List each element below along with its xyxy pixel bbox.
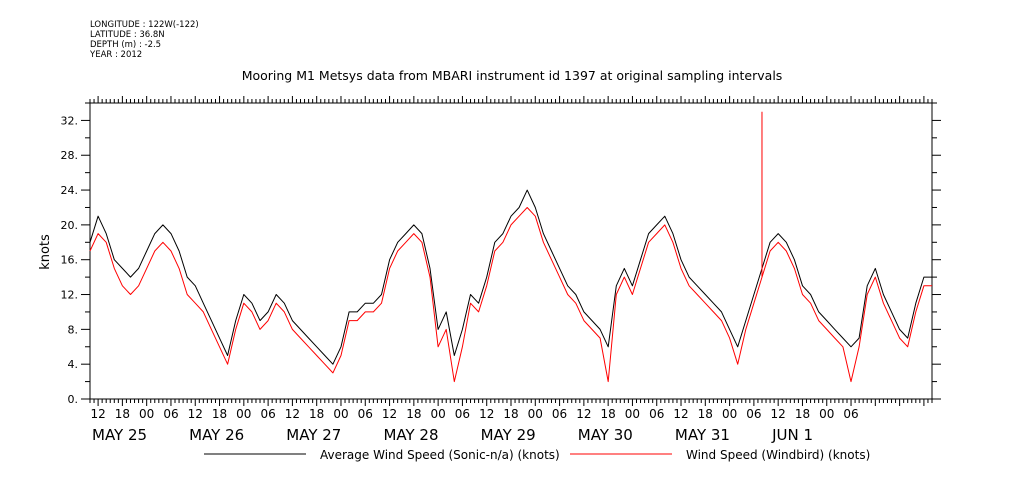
legend: Average Wind Speed (Sonic-n/a) (knots) W…: [204, 448, 870, 462]
longitude-label: LONGITUDE : 122W(-122): [90, 20, 199, 30]
x-day-label: MAY 30: [578, 426, 633, 444]
plot-frame: [89, 102, 933, 400]
y-tick-label: 28.: [61, 149, 79, 162]
y-tick-label: 16.: [61, 254, 79, 267]
x-tick-label: 12: [90, 407, 105, 421]
x-tick-label: 18: [115, 407, 130, 421]
legend-label-sonic: Average Wind Speed (Sonic-n/a) (knots): [320, 448, 560, 462]
x-day-label: MAY 27: [286, 426, 341, 444]
latitude-label: LATITUDE : 36.8N: [90, 30, 165, 40]
legend-label-windbird: Wind Speed (Windbird) (knots): [686, 448, 870, 462]
axis-ticks: 12 18 00 06 12 18 00 06 12 18 00 06 12 18 00 06 12 18 00 06…: [61, 96, 941, 444]
x-day-label: MAY 28: [383, 426, 438, 444]
x-tick-label: 06: [649, 407, 664, 421]
x-tick-label: 12: [479, 407, 494, 421]
x-day-label: MAY 31: [675, 426, 730, 444]
x-tick-label: 06: [455, 407, 470, 421]
station-metadata: LONGITUDE : 122W(-122) LATITUDE : 36.8N …: [90, 20, 199, 60]
x-tick-label: 00: [139, 407, 154, 421]
x-tick-label: 00: [722, 407, 737, 421]
x-tick-label: 12: [188, 407, 203, 421]
x-tick-label: 00: [528, 407, 543, 421]
y-tick-label: 12.: [61, 289, 79, 302]
y-tick-label: 24.: [61, 184, 79, 197]
y-tick-label: 0.: [68, 393, 79, 406]
x-tick-label: 12: [576, 407, 591, 421]
x-tick-label: 06: [163, 407, 178, 421]
x-day-label: JUN 1: [771, 426, 813, 444]
x-tick-label: 06: [260, 407, 275, 421]
x-day-label: MAY 29: [481, 426, 536, 444]
chart-title: Mooring M1 Metsys data from MBARI instru…: [242, 68, 783, 83]
x-tick-label: 12: [673, 407, 688, 421]
x-tick-label: 18: [309, 407, 324, 421]
x-tick-label: 12: [285, 407, 300, 421]
x-tick-label: 06: [746, 407, 761, 421]
x-tick-label: 18: [795, 407, 810, 421]
x-tick-label: 06: [843, 407, 858, 421]
x-tick-label: 00: [819, 407, 834, 421]
x-tick-label: 00: [333, 407, 348, 421]
x-tick-label: 12: [771, 407, 786, 421]
y-axis-label: knots: [38, 234, 53, 270]
x-tick-label: 00: [430, 407, 445, 421]
x-tick-label: 18: [212, 407, 227, 421]
x-tick-label: 00: [236, 407, 251, 421]
x-day-label: MAY 26: [189, 426, 244, 444]
series-line-windbird: [89, 207, 932, 383]
series-line-sonic: [89, 189, 932, 365]
x-day-label: MAY 25: [92, 426, 147, 444]
x-tick-label: 00: [625, 407, 640, 421]
y-tick-label: 4.: [68, 358, 79, 371]
data-series: [89, 111, 932, 383]
x-tick-label: 18: [698, 407, 713, 421]
y-tick-label: 20.: [61, 219, 79, 232]
year-label: YEAR : 2012: [90, 50, 143, 60]
y-tick-label: 32.: [61, 114, 79, 127]
depth-label: DEPTH (m) : -2.5: [90, 40, 162, 50]
x-tick-label: 06: [358, 407, 373, 421]
x-tick-label: 18: [503, 407, 518, 421]
x-tick-label: 12: [382, 407, 397, 421]
x-tick-label: 18: [406, 407, 421, 421]
x-tick-label: 06: [552, 407, 567, 421]
y-tick-label: 8.: [68, 323, 79, 336]
x-tick-label: 18: [601, 407, 616, 421]
